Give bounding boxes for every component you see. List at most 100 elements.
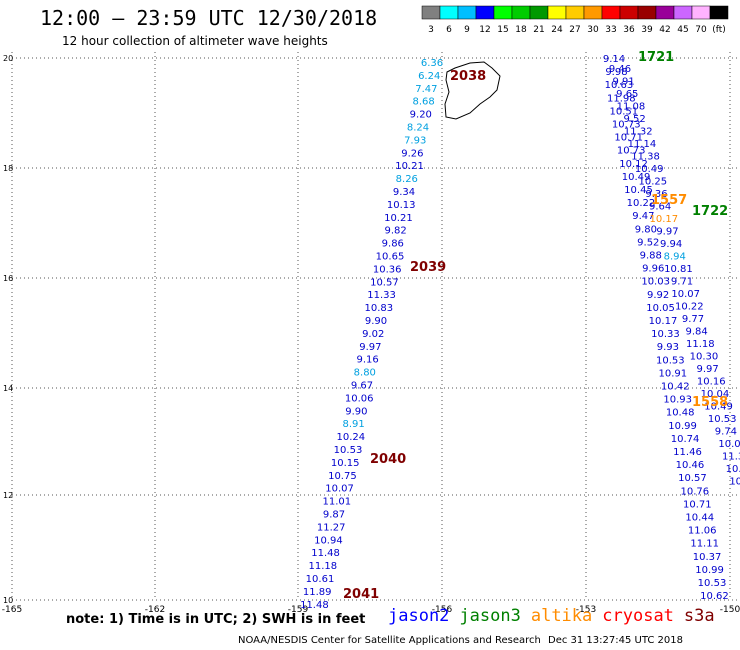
swh-reading: 11.33 — [367, 290, 396, 301]
swh-reading: 10.17 — [649, 214, 678, 225]
swh-reading: 9.67 — [351, 381, 373, 392]
swh-reading: 9.77 — [682, 314, 704, 325]
island-coastline — [444, 61, 501, 120]
swh-reading: 9.87 — [323, 510, 345, 521]
swh-reading: 10.99 — [695, 565, 724, 576]
swh-reading: 10.49 — [622, 172, 651, 183]
swh-reading: 9.84 — [686, 327, 708, 338]
swh-reading: 9.64 — [649, 202, 671, 213]
swh-reading: 9.52 — [623, 114, 645, 125]
swh-reading: 10.15 — [331, 458, 360, 469]
swh-reading: 9.97 — [696, 364, 718, 375]
swh-reading: 10.71 — [683, 499, 712, 510]
swh-reading: 9.47 — [632, 211, 654, 222]
swh-reading: 9.74 — [715, 427, 737, 438]
swh-reading: 9.90 — [345, 406, 367, 417]
swh-reading: 9.93 — [657, 342, 679, 353]
swh-reading: 10.06 — [345, 393, 374, 404]
swh-reading: 9.94 — [660, 239, 682, 250]
swh-reading: 10.42 — [661, 382, 690, 393]
swh-reading: 9.14 — [603, 54, 625, 65]
scale-label: 6 — [446, 25, 452, 34]
swh-reading: 10.48 — [666, 408, 695, 419]
swh-reading: 9.80 — [635, 224, 657, 235]
longitude-tick-label: -153 — [576, 605, 596, 615]
swh-reading: 11.48 — [311, 548, 340, 559]
swh-reading: 10.45 — [624, 185, 653, 196]
swh-reading: 10.81 — [664, 264, 693, 275]
latitude-tick-label: 18 — [3, 164, 13, 173]
swh-reading: 11.48 — [300, 600, 329, 611]
swh-reading: 10.07 — [325, 484, 354, 495]
swh-reading: 9.97 — [656, 227, 678, 238]
swh-reading: 10.74 — [671, 434, 700, 445]
legend-item-altika: altika — [530, 606, 593, 626]
swh-reading: 8.24 — [407, 123, 429, 134]
swh-reading: 6.24 — [418, 71, 440, 82]
swh-reading: 10.36 — [373, 264, 402, 275]
swh-reading: 9.36 — [645, 189, 667, 200]
swh-reading: 9.97 — [359, 342, 381, 353]
legend-item-cryosat: cryosat — [602, 606, 674, 626]
pass-label: 2039 — [410, 260, 446, 275]
scale-label: 45 — [677, 25, 688, 34]
swh-reading: 9.91 — [613, 77, 635, 88]
swh-reading: 10.21 — [384, 213, 413, 224]
scale-label: 21 — [533, 25, 544, 34]
swh-reading: 11.14 — [628, 139, 657, 150]
pass-label: 2040 — [370, 452, 406, 467]
swh-reading: 11.98 — [607, 93, 636, 104]
swh-reading: 9.86 — [382, 239, 404, 250]
swh-reading: 9.46 — [609, 64, 631, 75]
page-subtitle: 12 hour collection of altimeter wave hei… — [62, 34, 328, 48]
pass-label: 1557 — [651, 193, 687, 208]
legend-item-jason2: jason2 — [388, 606, 450, 626]
swh-reading: 10.13 — [387, 200, 416, 211]
swh-reading: 10.62 — [700, 591, 729, 602]
swh-reading: 11.46 — [673, 447, 702, 458]
swh-reading: 10.07 — [671, 289, 700, 300]
swh-reading: 10.03 — [641, 277, 670, 288]
page-title: 12:00 – 23:59 UTC 12/30/2018 — [40, 6, 378, 30]
swh-reading: 10.53 — [656, 355, 685, 366]
scale-label: 12 — [479, 25, 490, 34]
swh-reading: 10.21 — [395, 161, 424, 172]
longitude-tick-label: -165 — [2, 605, 22, 615]
legend-item-s3a: s3a — [683, 606, 715, 626]
swh-reading: 7.93 — [404, 135, 426, 146]
swh-reading: 10.33 — [651, 329, 680, 340]
swh-reading: 10.46 — [676, 460, 705, 471]
swh-reading: 9.20 — [410, 110, 432, 121]
swh-reading: 8.80 — [354, 368, 376, 379]
swh-reading: 10.94 — [314, 535, 343, 546]
longitude-tick-label: -159 — [288, 605, 309, 615]
swh-reading: 9.02 — [362, 329, 384, 340]
scale-label: 70 — [695, 25, 707, 34]
swh-reading: 11.89 — [303, 587, 332, 598]
swh-reading: 9.71 — [671, 277, 693, 288]
scale-label: 36 — [623, 25, 635, 34]
scale-label: 33 — [605, 25, 616, 34]
color-scale-bar: 3 6 9 12 15 18 21 24 27 30 33 36 39 42 45 70 (ft) — [421, 5, 729, 34]
latitude-tick-label: 14 — [3, 384, 13, 393]
swh-reading: 10.53 — [698, 578, 727, 589]
satellite-legend: jason2 jason3 altika cryosat s3a — [388, 606, 725, 626]
swh-reading: 10.71 — [614, 133, 643, 144]
swh-reading: 11.01 — [322, 497, 351, 508]
swh-reading: 9.82 — [384, 226, 406, 237]
swh-reading: 10.04 — [701, 389, 730, 400]
swh-reading: 9.52 — [637, 237, 659, 248]
swh-reading: 10.65 — [376, 252, 405, 263]
swh-reading: 10.53 — [334, 445, 363, 456]
swh-reading: 8.68 — [412, 97, 434, 108]
swh-reading: 11.27 — [317, 522, 346, 533]
swh-reading: 7.47 — [415, 84, 437, 95]
pass-label: 1558 — [692, 395, 728, 410]
swh-reading: 10.49 — [635, 164, 664, 175]
swh-reading: 9.88 — [640, 251, 662, 262]
swh-reading: 10.30 — [690, 352, 719, 363]
scale-label: (ft) — [712, 25, 726, 34]
scale-label: 18 — [515, 25, 527, 34]
swh-reading: 9.90 — [365, 316, 387, 327]
